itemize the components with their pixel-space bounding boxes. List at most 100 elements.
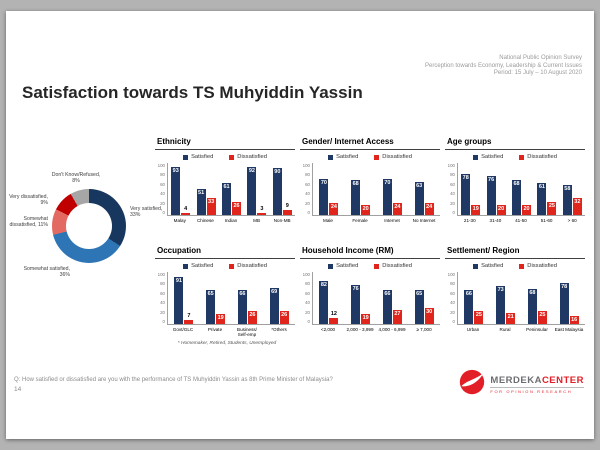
bar-value: 26 [249,311,256,318]
legend-label: Satisfied [336,263,359,269]
plot-area: 93 4 51 33 61 26 92 3 90 9 [167,163,295,216]
bar-group: 68 20 [345,163,377,215]
bar-satisfied: 65 [414,290,424,324]
chart-legend: Satisfied Dissatisfied [445,263,585,269]
bar-chart-age-groups: Satisfied Dissatisfied 100 80 60 40 20 0 78 19 76 2… [445,154,585,223]
plot-column: 66 25 73 21 68 25 78 16 Urban Rural Peninsular East… [457,272,585,332]
bar-value: 61 [538,184,545,191]
bar-value: 4 [184,205,188,212]
legend-swatch [519,154,525,160]
bar-value: 90 [274,169,281,176]
y-axis: 100 80 60 40 20 0 [445,272,457,324]
survey-header: National Public Opinion Survey Perceptio… [425,55,582,78]
bar-satisfied: 68 [512,179,522,215]
bar-group: 78 19 [458,163,483,215]
bar-satisfied: 76 [486,175,496,215]
bar-dissatisfied: 19 [216,314,226,324]
bar-value: 73 [497,287,504,293]
survey-header-line: Period: 15 July – 10 August 2020 [493,70,582,76]
bar-group: 66 26 [232,272,264,324]
y-tick: 100 [302,163,310,168]
y-tick: 40 [160,300,165,306]
y-tick: 20 [160,200,165,206]
legend-item: Satisfied [328,154,358,160]
x-category-label: Non-MB [273,218,291,223]
panel-age-groups: Age groups Satisfied Dissatisfied 100 80 60 4… [445,137,585,223]
bar-value: 82 [320,282,327,289]
bar-satisfied: 78 [461,174,471,215]
bar-chart-occupation: Satisfied Dissatisfied 100 80 60 40 20 0 91 7 65 19… [155,263,295,337]
bar-group: 61 25 [534,163,559,215]
y-axis: 100 80 60 40 20 0 [445,163,457,215]
occupation-footnote: * Homemaker, Retired, Students, Unemploy… [177,341,277,346]
panel-ethnicity: Ethnicity Satisfied Dissatisfied 100 80 60 40… [155,137,295,223]
bar-group: 51 33 [193,163,218,215]
x-category-label: Male [323,218,333,223]
x-category-label: Internet [384,218,400,223]
bar-value: 25 [475,312,482,318]
bar-value: 24 [330,203,337,210]
chart-area: 100 80 60 40 20 0 93 4 51 33 61 26 92 3 90 9 Malay Chines… [155,163,295,223]
legend-item: Dissatisfied [229,154,267,160]
bar-dissatisfied: 21 [506,313,516,324]
y-tick: 60 [450,181,455,187]
y-tick: 0 [307,209,310,215]
chart-legend: Satisfied Dissatisfied [155,263,295,269]
bar-satisfied: 82 [319,281,329,324]
logo-text: MERDEKACENTER FOR OPINION RESEARCH [490,375,584,394]
bar-satisfied: 90 [272,168,282,215]
bar-dissatisfied: 24 [392,202,402,215]
legend-label: Dissatisfied [382,154,412,160]
bar-value: 32 [574,199,581,206]
panel-occupation: Occupation Satisfied Dissatisfied 100 80 60 4… [155,246,295,337]
legend-label: Satisfied [191,263,214,269]
bar-value: 24 [426,203,433,210]
bar-value: 24 [394,203,401,210]
x-category-label: Rural [499,327,511,332]
bar-value: 66 [239,290,246,297]
chart-title: Ethnicity [155,137,295,150]
y-tick: 80 [160,172,165,178]
bar-value: 93 [172,167,179,174]
x-category-label: No Internet [412,218,436,223]
x-category-label: 41-50 [515,218,527,223]
chart-title: Occupation [155,246,295,259]
bar-satisfied: 61 [222,183,232,215]
bar-dissatisfied: 32 [572,198,582,215]
bar-chart-ethnicity: Satisfied Dissatisfied 100 80 60 40 20 0 93 4 51 33… [155,154,295,223]
legend-swatch [229,154,235,160]
bar-value: 58 [564,185,571,192]
bar-value: 3 [260,206,264,213]
legend-swatch [183,154,189,160]
bar-group: 61 26 [219,163,244,215]
y-tick: 80 [450,281,455,287]
plot-column: 82 12 76 19 66 27 65 30 <2,000 2,000 - 3,999 4,000… [312,272,440,332]
bar-value: 78 [462,175,469,182]
x-category-label: Malay [173,218,186,223]
legend-item: Satisfied [473,154,503,160]
x-category-label: 31-40 [489,218,502,223]
bar-satisfied: 70 [382,178,392,215]
bar-value: 76 [352,285,359,292]
survey-header-line: Perception towards Economy, Leadership &… [425,62,582,69]
merdeka-center-logo: MERDEKACENTER FOR OPINION RESEARCH [459,369,584,400]
bar-dissatisfied: 3 [257,206,267,215]
bar-satisfied: 70 [319,178,329,215]
y-tick: 20 [160,309,165,315]
bar-dissatisfied: 16 [569,315,579,324]
legend-label: Dissatisfied [237,263,267,269]
y-axis: 100 80 60 40 20 0 [155,163,167,215]
bar-satisfied: 69 [269,288,279,324]
chart-title: Settlement/ Region [445,246,585,259]
legend-label: Dissatisfied [527,154,557,160]
bar-value: 20 [362,205,369,212]
y-tick: 20 [305,200,310,206]
slide-title: Satisfaction towards TS Muhyiddin Yassin [22,83,363,102]
y-tick: 40 [450,300,455,306]
bar-satisfied: 58 [562,184,572,215]
bar-value: 69 [271,289,278,296]
chart-area: 100 80 60 40 20 0 91 7 65 19 66 26 69 26 Govt/GLC Priva… [155,272,295,337]
y-tick: 40 [305,191,310,197]
bar-dissatisfied: 20 [361,204,371,215]
chart-legend: Satisfied Dissatisfied [300,154,440,160]
